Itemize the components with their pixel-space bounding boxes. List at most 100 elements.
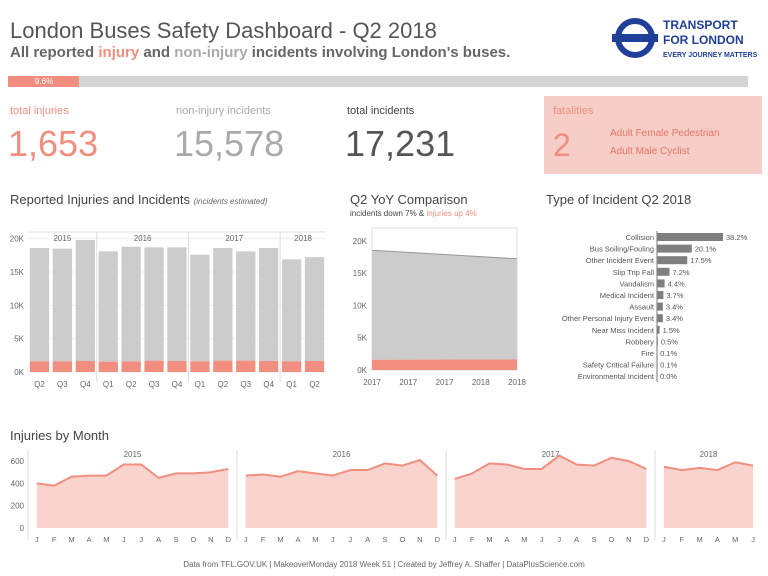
area-injury	[372, 359, 517, 370]
month-label: S	[383, 535, 388, 544]
month-label: J	[540, 535, 544, 544]
subtitle-prefix: All reported	[10, 44, 99, 61]
month-label: A	[86, 535, 91, 544]
year-label: 2016	[333, 450, 351, 459]
subtitle-noninjury: non-injury	[174, 44, 248, 61]
y-tick-label: 200	[11, 502, 25, 511]
fatalities-card: fatalities 2 Adult Female Pedestrian Adu…	[544, 96, 762, 174]
type-bar	[657, 256, 688, 265]
month-label: M	[732, 535, 738, 544]
y-tick-label: 600	[11, 457, 25, 466]
year-label: 2017	[225, 234, 243, 243]
y-tick-label: 400	[11, 479, 25, 488]
month-label: F	[52, 535, 57, 544]
category-label: Safety Critical Failure	[583, 361, 654, 370]
month-label: A	[156, 535, 161, 544]
y-tick-label: 5K	[14, 335, 24, 344]
month-label: N	[626, 535, 631, 544]
month-label: M	[521, 535, 527, 544]
area-injuries	[454, 455, 647, 528]
month-label: S	[592, 535, 597, 544]
month-label: M	[103, 535, 109, 544]
page-subtitle: All reported injury and non-injury incid…	[10, 44, 510, 61]
month-label: D	[435, 535, 441, 544]
bar-injury	[236, 360, 256, 372]
month-label: M	[696, 535, 702, 544]
line-injuries	[663, 461, 754, 472]
month-label: M	[68, 535, 74, 544]
category-label: Fire	[641, 349, 654, 358]
value-label: 0.1%	[660, 361, 677, 370]
bar-injury	[52, 361, 73, 372]
y-tick-label: 15K	[353, 269, 368, 278]
year-label: 2015	[124, 450, 142, 459]
area-injuries	[245, 460, 438, 528]
bar-injury	[75, 361, 95, 372]
y-tick-label: 0K	[357, 366, 367, 375]
y-tick-label: 15K	[10, 268, 25, 277]
bar-noninjury	[29, 248, 50, 362]
bar-injury	[121, 361, 141, 372]
x-tick-label: Q3	[149, 380, 160, 389]
value-label: 1.5%	[663, 326, 680, 335]
type-bar	[657, 291, 664, 299]
category-label: Other Incident Event	[586, 256, 655, 265]
year-label: 2015	[53, 234, 71, 243]
year-label: 2018	[700, 450, 718, 459]
subtitle-injury: injury	[98, 44, 140, 61]
fatality-detail-2: Adult Male Cyclist	[610, 146, 690, 157]
month-label: N	[417, 535, 422, 544]
month-label: A	[365, 535, 370, 544]
bar-noninjury	[52, 248, 73, 362]
y-tick-label: 0	[20, 524, 25, 533]
bar-injury	[167, 361, 187, 372]
types-chart: Collision 38.2% Bus Soiling/Fouling 20.1% Ot…	[562, 231, 748, 382]
x-tick-label: Q1	[286, 380, 297, 389]
value-label: 7.2%	[672, 268, 689, 277]
month-label: D	[644, 535, 650, 544]
month-label: A	[715, 535, 720, 544]
quarterly-title-text: Reported Injuries and Incidents	[10, 192, 190, 207]
month-label: M	[277, 535, 283, 544]
bar-noninjury	[75, 240, 95, 361]
value-label: 0.1%	[660, 349, 677, 358]
bar-noninjury	[144, 247, 164, 361]
kpi-total-label: total incidents	[347, 105, 415, 117]
yoy-subtitle: incidents down 7% & injuries up 4%	[350, 209, 477, 218]
value-label: 3.4%	[666, 303, 683, 312]
month-label: J	[35, 535, 39, 544]
month-label: D	[226, 535, 232, 544]
month-label: M	[486, 535, 492, 544]
bar-noninjury	[281, 259, 302, 362]
bar-injury	[281, 361, 302, 372]
bar-noninjury	[213, 248, 233, 361]
type-bar	[657, 244, 692, 253]
x-tick-label: 2018	[472, 378, 490, 387]
yoy-chart: 0K 5K 10K 15K 20K 2017 2017 2017 2018 2018	[353, 227, 526, 387]
y-tick-label: 20K	[353, 237, 368, 246]
injury-share-fill	[8, 76, 80, 87]
month-label: A	[504, 535, 509, 544]
type-bar	[657, 314, 663, 323]
monthly-chart: 0 200 400 600 2015 J F M A M J J A S O N D 2016 J F M A M J J A S O…	[11, 450, 755, 544]
value-label: 0.5%	[661, 337, 678, 346]
kpi-fatalities-value: 2	[553, 127, 571, 163]
value-label: 17.5%	[690, 256, 712, 265]
yoy-sub-injury: injuries up 4%	[426, 209, 477, 218]
y-tick-label: 0K	[14, 368, 24, 377]
category-label: Assault	[629, 303, 655, 312]
category-label: Robbery	[626, 337, 655, 346]
page-title: London Buses Safety Dashboard - Q2 2018	[10, 18, 437, 43]
value-label: 3.4%	[666, 314, 683, 323]
area-noninjury	[372, 250, 517, 360]
value-label: 4.4%	[668, 279, 685, 288]
year-label: 2018	[294, 234, 312, 243]
month-label: A	[574, 535, 579, 544]
x-tick-label: 2017	[399, 378, 417, 387]
line-injuries	[454, 454, 647, 480]
type-bar	[657, 233, 723, 241]
x-tick-label: 2017	[363, 378, 381, 387]
fatality-detail-1: Adult Female Pedestrian	[610, 128, 720, 139]
quarterly-chart: 0K 5K 10K 15K 20K 2015 2016 2017 2018 Q2 Q3 Q4 Q1 Q2 Q…	[10, 231, 326, 389]
month-label: J	[662, 535, 666, 544]
